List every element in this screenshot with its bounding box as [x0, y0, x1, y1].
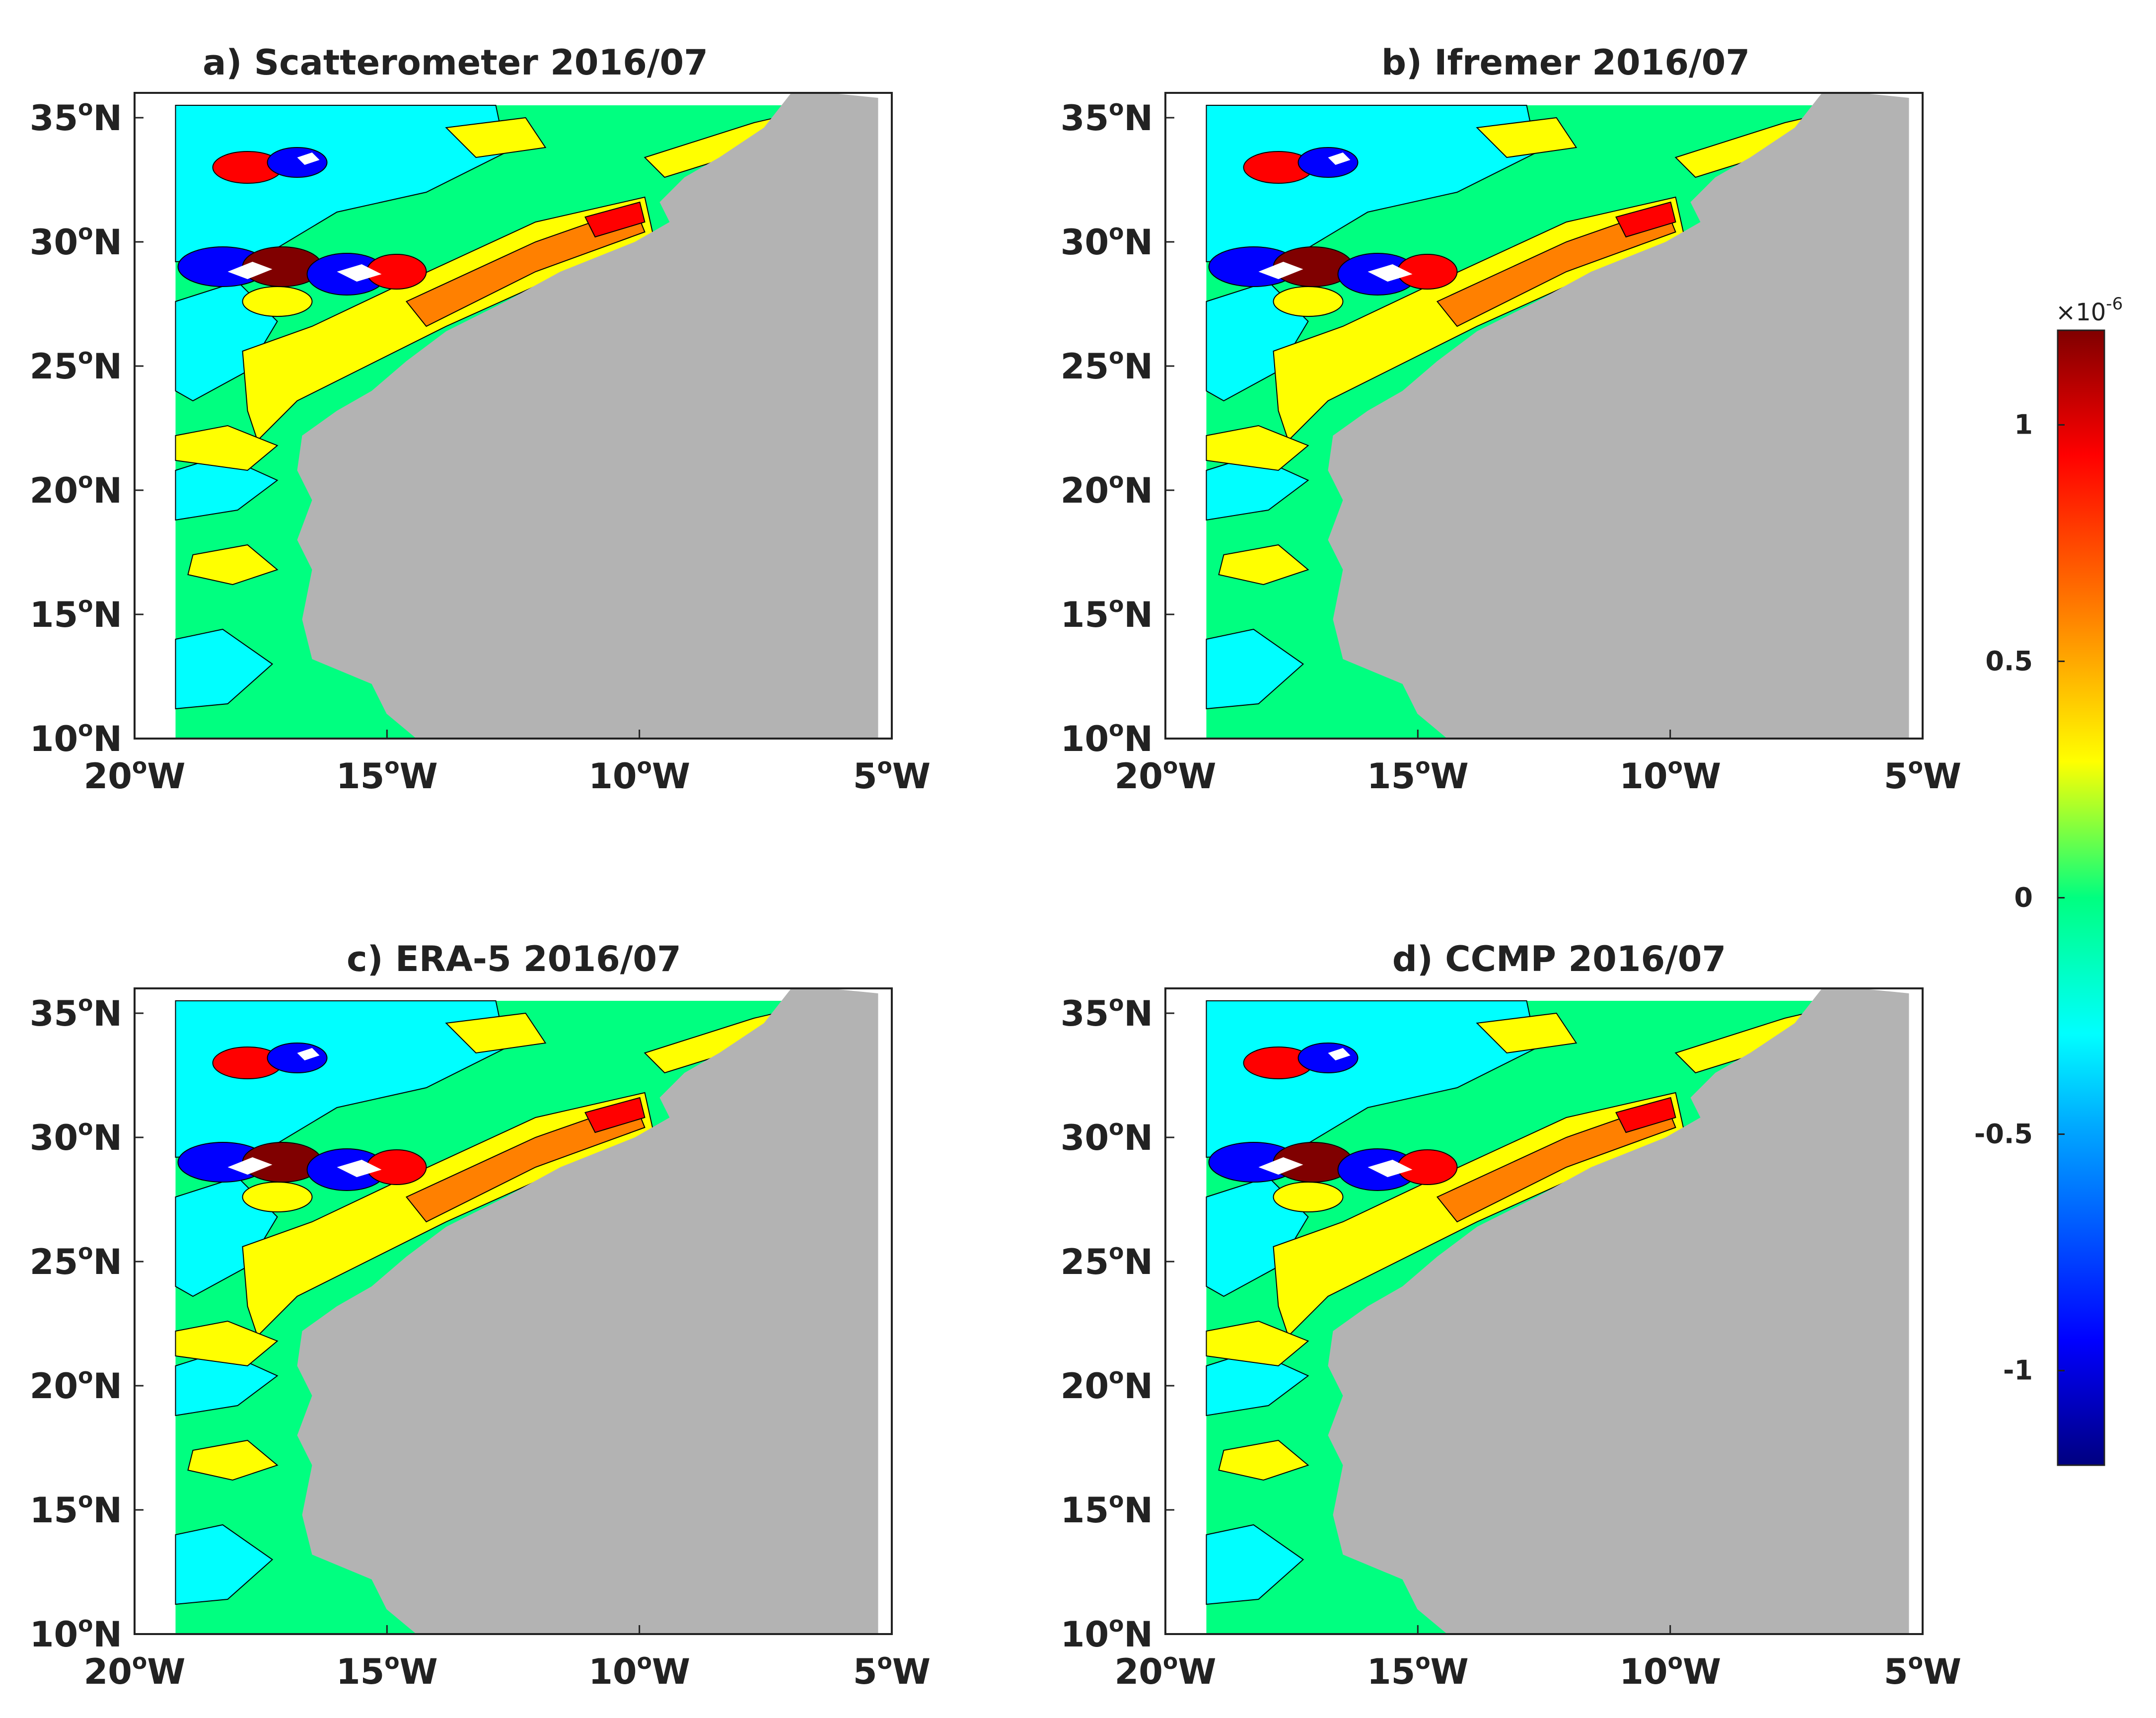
- panel-a-ytick-35: 35oN: [30, 95, 122, 139]
- panel-d-ytick-30: 30oN: [1061, 1115, 1153, 1158]
- panel-c-title: c) ERA-5 2016/07: [347, 939, 681, 979]
- panel-d-ytick-35: 35oN: [1061, 991, 1153, 1034]
- panel-d-ytick-25: 25oN: [1061, 1239, 1153, 1282]
- panel-a-frame: [134, 92, 893, 740]
- panel-b-frame: [1164, 92, 1924, 740]
- panel-b: b) Ifremer 2016/07: [1164, 42, 1924, 740]
- panel-c: c) ERA-5 2016/07: [134, 939, 893, 1635]
- panel-b-xtick-20: 20oW: [1115, 753, 1217, 797]
- panel-a-xtick-20: 20oW: [84, 753, 186, 797]
- panel-a-title: a) Scatterometer 2016/07: [203, 42, 708, 83]
- panel-d-ytick-15: 15oN: [1061, 1488, 1153, 1531]
- panel-c-ytick-25: 25oN: [30, 1239, 122, 1282]
- colorbar-exponent-power: -6: [2106, 294, 2123, 314]
- panel-b-xtick-5: 5oW: [1884, 753, 1961, 797]
- panel-d-map: [1206, 988, 1910, 1634]
- panel-c-map: [175, 988, 879, 1634]
- panel-d-ytick-10: 10oN: [1061, 1612, 1153, 1655]
- colorbar-exponent-prefix: ×10: [2056, 299, 2106, 326]
- panel-b-xtick-15: 15oW: [1367, 753, 1469, 797]
- colorbar-tick-label: -0.5: [1974, 1119, 2033, 1150]
- panel-b-ytick-30: 30oN: [1061, 220, 1153, 263]
- panel-c-frame: [134, 987, 893, 1635]
- panel-b-xtick-10: 10oW: [1619, 753, 1721, 797]
- panel-b-ytick-20: 20oN: [1061, 468, 1153, 511]
- panel-d-frame: [1164, 987, 1924, 1635]
- panel-a-xtick-15: 15oW: [336, 753, 438, 797]
- panel-b-ytick-10: 10oN: [1061, 716, 1153, 759]
- panel-a-ytick-25: 25oN: [30, 344, 122, 387]
- panel-a-xtick-10: 10oW: [588, 753, 690, 797]
- panel-c-xtick-15: 15oW: [336, 1649, 438, 1692]
- panel-d-xtick-15: 15oW: [1367, 1649, 1469, 1692]
- panel-b-ytick-25: 25oN: [1061, 344, 1153, 387]
- colorbar-gradient: [2057, 329, 2105, 1466]
- colorbar-ticks: 1 0.5 0 -0.5 -1: [1974, 409, 2065, 1386]
- colorbar-tick-label: 1: [2014, 409, 2033, 440]
- panel-c-xtick-10: 10oW: [588, 1649, 690, 1692]
- panel-c-ytick-20: 20oN: [30, 1363, 122, 1407]
- panel-c-ytick-30: 30oN: [30, 1115, 122, 1158]
- colorbar-tick-label: 0: [2014, 882, 2033, 913]
- panel-b-map: [1206, 93, 1910, 739]
- panel-b-ytick-15: 15oN: [1061, 592, 1153, 635]
- panel-c-xtick-20: 20oW: [84, 1649, 186, 1692]
- panel-a-ytick-15: 15oN: [30, 592, 122, 635]
- panel-d-xtick-10: 10oW: [1619, 1649, 1721, 1692]
- panel-b-ytick-35: 35oN: [1061, 95, 1153, 139]
- panel-a-map: [175, 93, 879, 739]
- panel-d-xtick-20: 20oW: [1115, 1649, 1217, 1692]
- colorbar: ×10-6 1 0.5 0 -0.5 -1: [1974, 294, 2123, 1466]
- colorbar-exponent: ×10-6: [2056, 294, 2123, 326]
- tick-labels: 20oW 15oW 10oW 5oW35oN30oN25oN20oN15oN10oN2…: [30, 95, 1961, 1692]
- panel-a-ytick-10: 10oN: [30, 716, 122, 759]
- panel-d-xtick-5: 5oW: [1884, 1649, 1961, 1692]
- colorbar-tick-label: 0.5: [1985, 645, 2033, 676]
- panel-b-title: b) Ifremer 2016/07: [1381, 42, 1750, 83]
- panel-a-ytick-20: 20oN: [30, 468, 122, 511]
- panel-a-xtick-5: 5oW: [853, 753, 931, 797]
- panel-d-title: d) CCMP 2016/07: [1392, 939, 1726, 979]
- panel-d: d) CCMP 2016/07: [1164, 939, 1924, 1635]
- panel-a-ytick-30: 30oN: [30, 220, 122, 263]
- panel-a: a) Scatterometer 2016/07: [134, 42, 893, 740]
- panel-c-ytick-35: 35oN: [30, 991, 122, 1034]
- panel-c-ytick-10: 10oN: [30, 1612, 122, 1655]
- panel-c-ytick-15: 15oN: [30, 1488, 122, 1531]
- panel-d-ytick-20: 20oN: [1061, 1363, 1153, 1407]
- panel-c-xtick-5: 5oW: [853, 1649, 931, 1692]
- colorbar-tick-label: -1: [2003, 1355, 2033, 1386]
